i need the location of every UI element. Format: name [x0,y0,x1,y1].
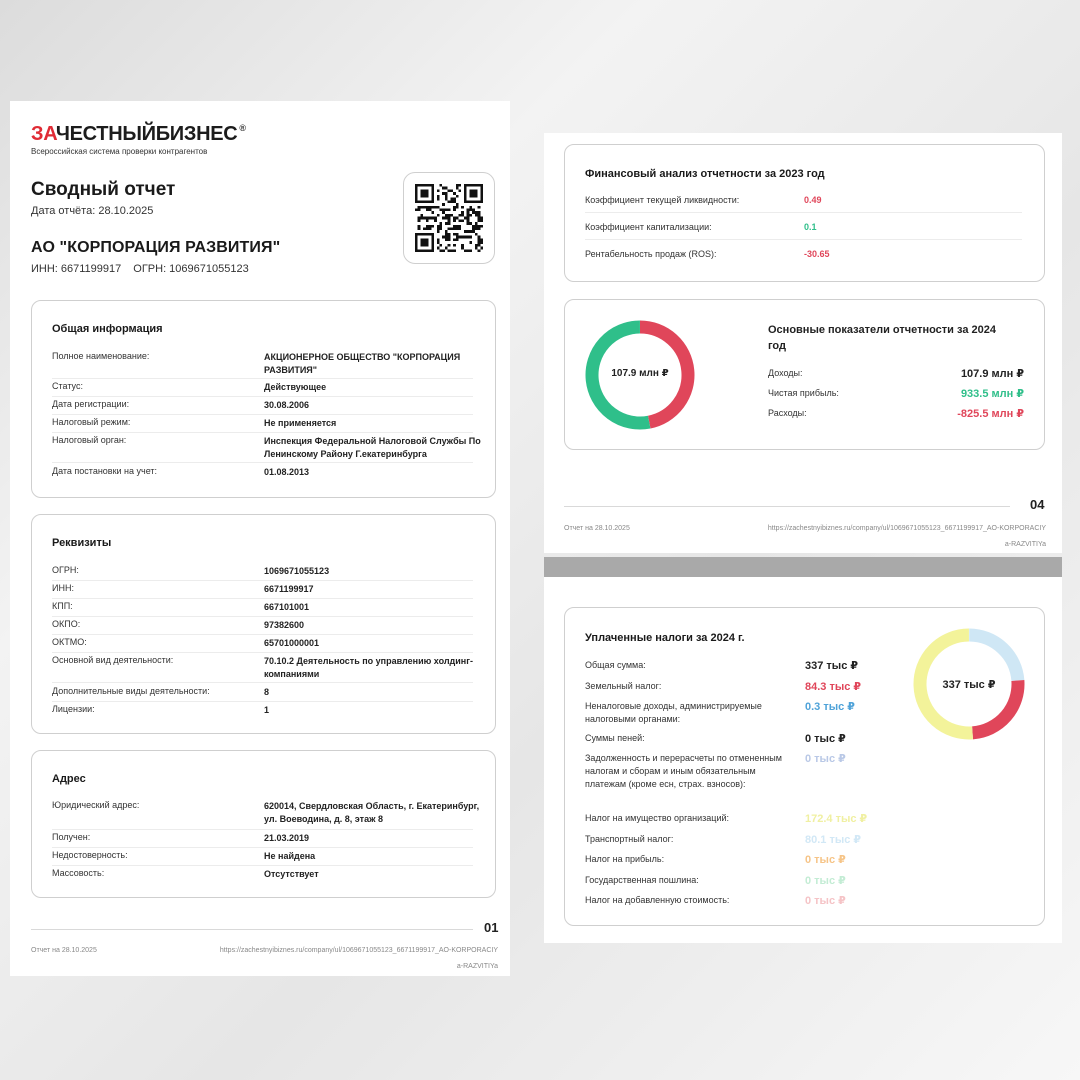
address-row: Получен: 21.03.2019 [52,832,473,848]
requisite-row: ИНН: 6671199917 [52,583,473,599]
key-metrics-card: 107.9 млн ₽ Основные показатели отчетнос… [564,299,1045,450]
general-info-title: Общая информация [52,323,163,335]
taxes-donut-chart [913,628,1025,740]
tax-label: Неналоговые доходы, администрируемые нал… [585,701,762,724]
info-row: Полное наименование: АКЦИОНЕРНОЕ ОБЩЕСТВ… [52,351,473,379]
qr-code-icon [415,184,483,252]
donut-segment-property [913,628,973,740]
brand-logo: ЗАЧЕСТНЫЙБИЗНЕС ® [31,123,246,145]
requisite-row: Дополнительные виды деятельности: 8 [52,686,473,702]
requisite-row: Основной вид деятельности: 70.10.2 Деяте… [52,655,473,683]
metric-value: 933.5 млн ₽ [960,388,1024,400]
metric-label: Расходы: [768,408,807,418]
footer-date: Отчет на 28.10.2025 [31,947,97,954]
tax-value: 80.1 тыс ₽ [805,834,862,846]
taxes-card: Уплаченные налоги за 2024 г. 337 тыс ₽ О… [564,607,1045,926]
info-row: Налоговый режим: Не применяется [52,417,473,433]
tax-value: 0 тыс ₽ [805,854,846,866]
address-row: Массовость: Отсутствует [52,868,319,879]
info-row: Статус: Действующее [52,381,473,397]
address-title: Адрес [52,773,86,785]
page-number: 01 [484,920,499,935]
report-page-1: ЗАЧЕСТНЫЙБИЗНЕС ® Всероссийская система п… [10,101,510,976]
tax-label: Общая сумма: [585,660,646,670]
donut-center-label: 337 тыс ₽ [942,679,996,691]
row-divider [585,212,1022,213]
donut-segment-expenses [639,320,695,429]
taxes-title: Уплаченные налоги за 2024 г. [585,632,745,644]
requisite-row: ОКТМО: 65701000001 [52,637,473,653]
info-row: Налоговый орган: Инспекция Федеральной Н… [52,435,481,463]
tax-value: 0 тыс ₽ [805,875,846,887]
metric-label: Доходы: [768,368,803,378]
company-name: АО "КОРПОРАЦИЯ РАЗВИТИЯ" [31,239,281,256]
metric-value: -825.5 млн ₽ [957,408,1024,420]
key-metrics-title: Основные показатели отчетности за 2024 г… [768,324,996,352]
tax-label: Суммы пеней: [585,733,645,743]
tax-value: 337 тыс ₽ [805,660,859,672]
requisites-title: Реквизиты [52,537,112,549]
info-row: Дата регистрации: 30.08.2006 [52,399,473,415]
tax-label: Задолженность и перерасчеты по отмененны… [585,753,782,789]
tax-value: 0 тыс ₽ [805,733,846,745]
info-row: Дата постановки на учет: 01.08.2013 [52,466,310,477]
donut-center-label: 107.9 млн ₽ [611,368,669,379]
requisite-row: ОГРН: 1069671055123 [52,565,473,581]
financial-analysis-card: Финансовый анализ отчетности за 2023 год… [564,144,1045,282]
tax-label: Налог на имущество организаций: [585,813,729,823]
address-row: Юридический адрес: 620014, Свердловская … [52,800,479,830]
report-date: Дата отчёта: 28.10.2025 [31,205,154,217]
footer-divider [31,929,473,930]
requisite-row: КПП: 667101001 [52,601,473,617]
tax-label: Государственная пошлина: [585,875,699,885]
ratio-label: Рентабельность продаж (ROS): [585,249,717,259]
financial-analysis-title: Финансовый анализ отчетности за 2023 год [585,168,825,180]
tax-label: Транспортный налог: [585,834,674,844]
requisites-card: Реквизиты ОГРН: 1069671055123 ИНН: 66711… [31,514,496,734]
metric-value: 107.9 млн ₽ [960,368,1024,380]
footer-url[interactable]: https://zachestnyibiznes.ru/company/ul/1… [767,525,1046,548]
page-number: 04 [1030,497,1045,512]
page-separator [544,557,1062,577]
footer-url[interactable]: https://zachestnyibiznes.ru/company/ul/1… [219,947,498,970]
footer-divider [564,506,1010,507]
ogrn-value: ОГРН: 1069671055123 [133,263,249,275]
revenue-donut-chart [585,320,695,430]
donut-segment-profit [585,320,651,430]
ratio-label: Коэффициент текущей ликвидности: [585,195,740,205]
tax-value: 0.3 тыс ₽ [805,701,855,713]
footer-date: Отчет на 28.10.2025 [564,525,630,532]
report-title: Сводный отчет [31,179,176,200]
tax-value: 172.4 тыс ₽ [805,813,868,825]
address-row: Недостоверность: Не найдена [52,850,473,866]
report-page-4: Финансовый анализ отчетности за 2023 год… [544,133,1062,553]
ratio-value: 0.49 [804,195,822,205]
inn-value: ИНН: 6671199917 [31,263,122,275]
tax-value: 0 тыс ₽ [805,895,846,907]
qr-code[interactable] [403,172,495,264]
tax-label: Налог на добавленную стоимость: [585,895,730,905]
address-card: Адрес Юридический адрес: 620014, Свердло… [31,750,496,898]
logo-subtitle: Всероссийская система проверки контраген… [31,147,208,156]
donut-segment-land [971,680,1025,740]
tax-label: Земельный налог: [585,681,662,691]
donut-segment-transport [968,628,1025,682]
metric-label: Чистая прибыль: [768,388,839,398]
tax-value: 0 тыс ₽ [805,753,846,765]
company-ids: ИНН: 6671199917 ОГРН: 1069671055123 [31,263,249,275]
requisite-row: ОКПО: 97382600 [52,619,473,635]
ratio-value: -30.65 [804,249,830,259]
general-info-card: Общая информация Полное наименование: АК… [31,300,496,498]
row-divider [585,239,1022,240]
ratio-value: 0.1 [804,222,817,232]
ratio-label: Коэффициент капитализации: [585,222,712,232]
tax-value: 84.3 тыс ₽ [805,681,862,693]
tax-label: Налог на прибыль: [585,854,665,864]
requisite-row: Лицензии: 1 [52,704,270,715]
report-page-taxes: Уплаченные налоги за 2024 г. 337 тыс ₽ О… [544,577,1062,943]
